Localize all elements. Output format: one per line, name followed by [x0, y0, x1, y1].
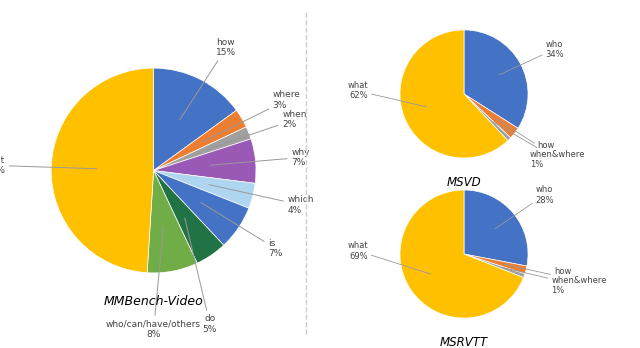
Text: why
7%: why 7% [211, 148, 310, 167]
Text: which
4%: which 4% [209, 185, 314, 215]
Text: how
15%: how 15% [180, 38, 237, 120]
Text: do
5%: do 5% [185, 218, 217, 334]
Wedge shape [464, 30, 528, 128]
Text: where
3%: where 3% [203, 90, 300, 142]
Text: MSRVTT: MSRVTT [440, 336, 488, 348]
Text: who
34%: who 34% [499, 40, 564, 75]
Wedge shape [154, 171, 224, 263]
Text: when
2%: when 2% [207, 110, 307, 150]
Wedge shape [51, 68, 154, 273]
Text: how
3%: how 3% [495, 118, 555, 160]
Wedge shape [400, 30, 508, 158]
Text: how
2%: how 2% [502, 264, 572, 287]
Wedge shape [464, 190, 528, 266]
Text: MSVD: MSVD [447, 176, 481, 189]
Wedge shape [147, 171, 197, 273]
Text: what
62%: what 62% [348, 81, 427, 107]
Wedge shape [154, 127, 251, 171]
Wedge shape [154, 110, 246, 171]
Wedge shape [464, 94, 518, 138]
Text: is
7%: is 7% [201, 203, 282, 258]
Wedge shape [154, 68, 236, 171]
Wedge shape [154, 139, 256, 183]
Wedge shape [464, 254, 525, 278]
Text: MMBench-Video: MMBench-Video [104, 295, 204, 308]
Wedge shape [154, 171, 249, 245]
Text: who/can/have/others
8%: who/can/have/others 8% [106, 227, 201, 339]
Wedge shape [400, 190, 524, 318]
Text: when&where
1%: when&where 1% [493, 122, 585, 169]
Wedge shape [464, 254, 527, 274]
Text: what
49%: what 49% [0, 156, 97, 175]
Wedge shape [464, 94, 511, 141]
Text: who
28%: who 28% [495, 185, 554, 229]
Text: when&where
1%: when&where 1% [502, 267, 607, 295]
Wedge shape [154, 171, 255, 208]
Text: what
69%: what 69% [348, 241, 431, 274]
